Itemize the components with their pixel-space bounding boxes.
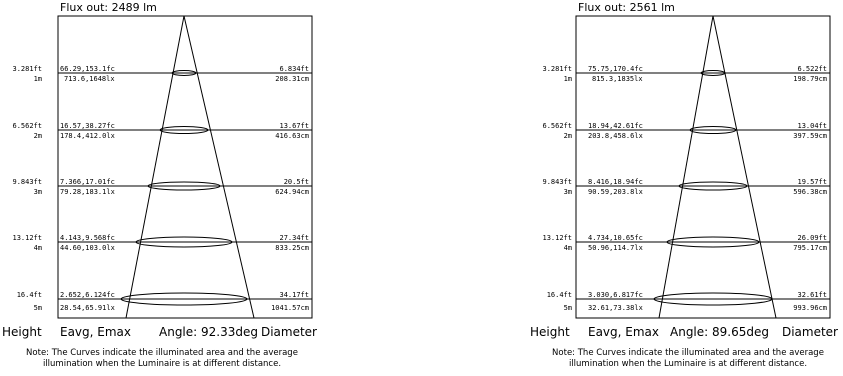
beam-edge-left [658,15,714,319]
eavg-emax-lx: 178.4,412.0lx [60,132,115,140]
height-ft: 6.562ft [542,122,572,130]
height-m: 4m [34,244,42,252]
footer-diameter-label: Diameter [782,325,838,339]
beam-edge-left [125,15,185,319]
height-m: 1m [564,75,572,83]
beam-diagram-left-svg: Flux out: 2489 lm 3.281ft 1m 66.29,153.1… [2,1,317,369]
diameter-ft: 34.17ft [279,291,309,299]
eavg-emax-fc: 8.416,18.94fc [588,178,643,186]
footer-eavg-emax-label: Eavg, Emax [588,325,659,339]
diameter-ft: 27.34ft [279,234,309,242]
diameter-cm: 1041.57cm [271,304,309,312]
eavg-emax-lx: 79.28,183.1lx [60,188,115,196]
eavg-emax-fc: 2.652,6.124fc [60,291,115,299]
eavg-emax-fc: 7.366,17.01fc [60,178,115,186]
beam-diagram-right-svg: Flux out: 2561 lm 3.281ft 1m 75.75,170.4… [530,1,838,369]
diameter-cm: 993.96cm [793,304,827,312]
height-ft: 13.12ft [542,234,572,242]
height-ft: 9.843ft [542,178,572,186]
height-m: 5m [564,304,572,312]
eavg-emax-lx: 713.6,1648lx [64,75,115,83]
beam-diagram-left: Flux out: 2489 lm 3.281ft 1m 66.29,153.1… [2,0,322,376]
diameter-ft: 26.09ft [797,234,827,242]
height-m: 3m [34,188,42,196]
beam-diagram-right: Flux out: 2561 lm 3.281ft 1m 75.75,170.4… [520,0,840,376]
footer-angle-label: Angle: 92.33deg [159,325,258,339]
eavg-emax-lx: 50.96,114.7lx [588,244,643,252]
eavg-emax-fc: 4.143,9.568fc [60,234,115,242]
diameter-ft: 6.834ft [279,65,309,73]
diameter-ft: 19.57ft [797,178,827,186]
eavg-emax-fc: 3.030,6.817fc [588,291,643,299]
height-ft: 6.562ft [12,122,42,130]
distance-row-1m: 3.281ft 1m 66.29,153.1fc 713.6,1648lx 6.… [12,65,312,83]
diameter-cm: 624.94cm [275,188,309,196]
footer-height-label: Height [530,325,570,339]
height-ft: 9.843ft [12,178,42,186]
height-m: 5m [34,304,42,312]
eavg-emax-lx: 815.3,1835lx [592,75,643,83]
beam-edge-right [712,15,777,319]
diameter-cm: 397.59cm [793,132,827,140]
eavg-emax-lx: 44.60,103.0lx [60,244,115,252]
height-ft: 3.281ft [542,65,572,73]
diameter-cm: 416.63cm [275,132,309,140]
eavg-emax-lx: 32.61,73.38lx [588,304,643,312]
footer-eavg-emax-label: Eavg, Emax [60,325,131,339]
diameter-ft: 32.61ft [797,291,827,299]
diameter-cm: 596.38cm [793,188,827,196]
distance-row-1m: 3.281ft 1m 75.75,170.4fc 815.3,1835lx 6.… [542,65,830,83]
diagram-frame [57,15,313,319]
height-ft: 13.12ft [12,234,42,242]
eavg-emax-lx: 28.54,65.91lx [60,304,115,312]
distance-row-5m: 16.4ft 5m 2.652,6.124fc 28.54,65.91lx 34… [17,291,312,312]
note-line-2: illumination when the Luminaire is at di… [569,359,807,369]
note-line-2: illumination when the Luminaire is at di… [43,359,281,369]
eavg-emax-fc: 4.734,10.65fc [588,234,643,242]
height-ft: 16.4ft [547,291,572,299]
distance-row-4m: 13.12ft 4m 4.734,10.65fc 50.96,114.7lx 2… [542,234,830,252]
diameter-cm: 198.79cm [793,75,827,83]
distance-row-5m: 16.4ft 5m 3.030,6.817fc 32.61,73.38lx 32… [547,291,830,312]
diameter-ft: 20.5ft [284,178,309,186]
diameter-ft: 13.67ft [279,122,309,130]
note-line-1: Note: The Curves indicate the illuminate… [552,348,824,358]
height-m: 2m [34,132,42,140]
footer-height-label: Height [2,325,42,339]
flux-out-label: Flux out: 2489 lm [60,1,157,14]
diagram-frame [575,15,831,319]
distance-row-4m: 13.12ft 4m 4.143,9.568fc 44.60,103.0lx 2… [12,234,312,252]
eavg-emax-lx: 90.59,203.8lx [588,188,643,196]
distance-row-3m: 9.843ft 3m 8.416,18.94fc 90.59,203.8lx 1… [542,178,830,196]
height-m: 3m [564,188,572,196]
distance-row-2m: 6.562ft 2m 18.94,42.61fc 203.8,458.6lx 1… [542,122,830,140]
diameter-cm: 208.31cm [275,75,309,83]
footer-diameter-label: Diameter [261,325,317,339]
diameter-ft: 13.04ft [797,122,827,130]
distance-row-3m: 9.843ft 3m 7.366,17.01fc 79.28,183.1lx 2… [12,178,312,196]
diameter-cm: 795.17cm [793,244,827,252]
flux-out-label: Flux out: 2561 lm [578,1,675,14]
diameter-cm: 833.25cm [275,244,309,252]
eavg-emax-fc: 16.57,38.27fc [60,122,115,130]
beam-edge-right [183,15,255,319]
eavg-emax-lx: 203.8,458.6lx [588,132,643,140]
height-m: 1m [34,75,42,83]
eavg-emax-fc: 18.94,42.61fc [588,122,643,130]
eavg-emax-fc: 75.75,170.4fc [588,65,643,73]
height-m: 2m [564,132,572,140]
note-line-1: Note: The Curves indicate the illuminate… [26,348,298,358]
height-ft: 16.4ft [17,291,42,299]
distance-row-2m: 6.562ft 2m 16.57,38.27fc 178.4,412.0lx 1… [12,122,312,140]
height-m: 4m [564,244,572,252]
eavg-emax-fc: 66.29,153.1fc [60,65,115,73]
height-ft: 3.281ft [12,65,42,73]
diameter-ft: 6.522ft [797,65,827,73]
footer-angle-label: Angle: 89.65deg [670,325,769,339]
